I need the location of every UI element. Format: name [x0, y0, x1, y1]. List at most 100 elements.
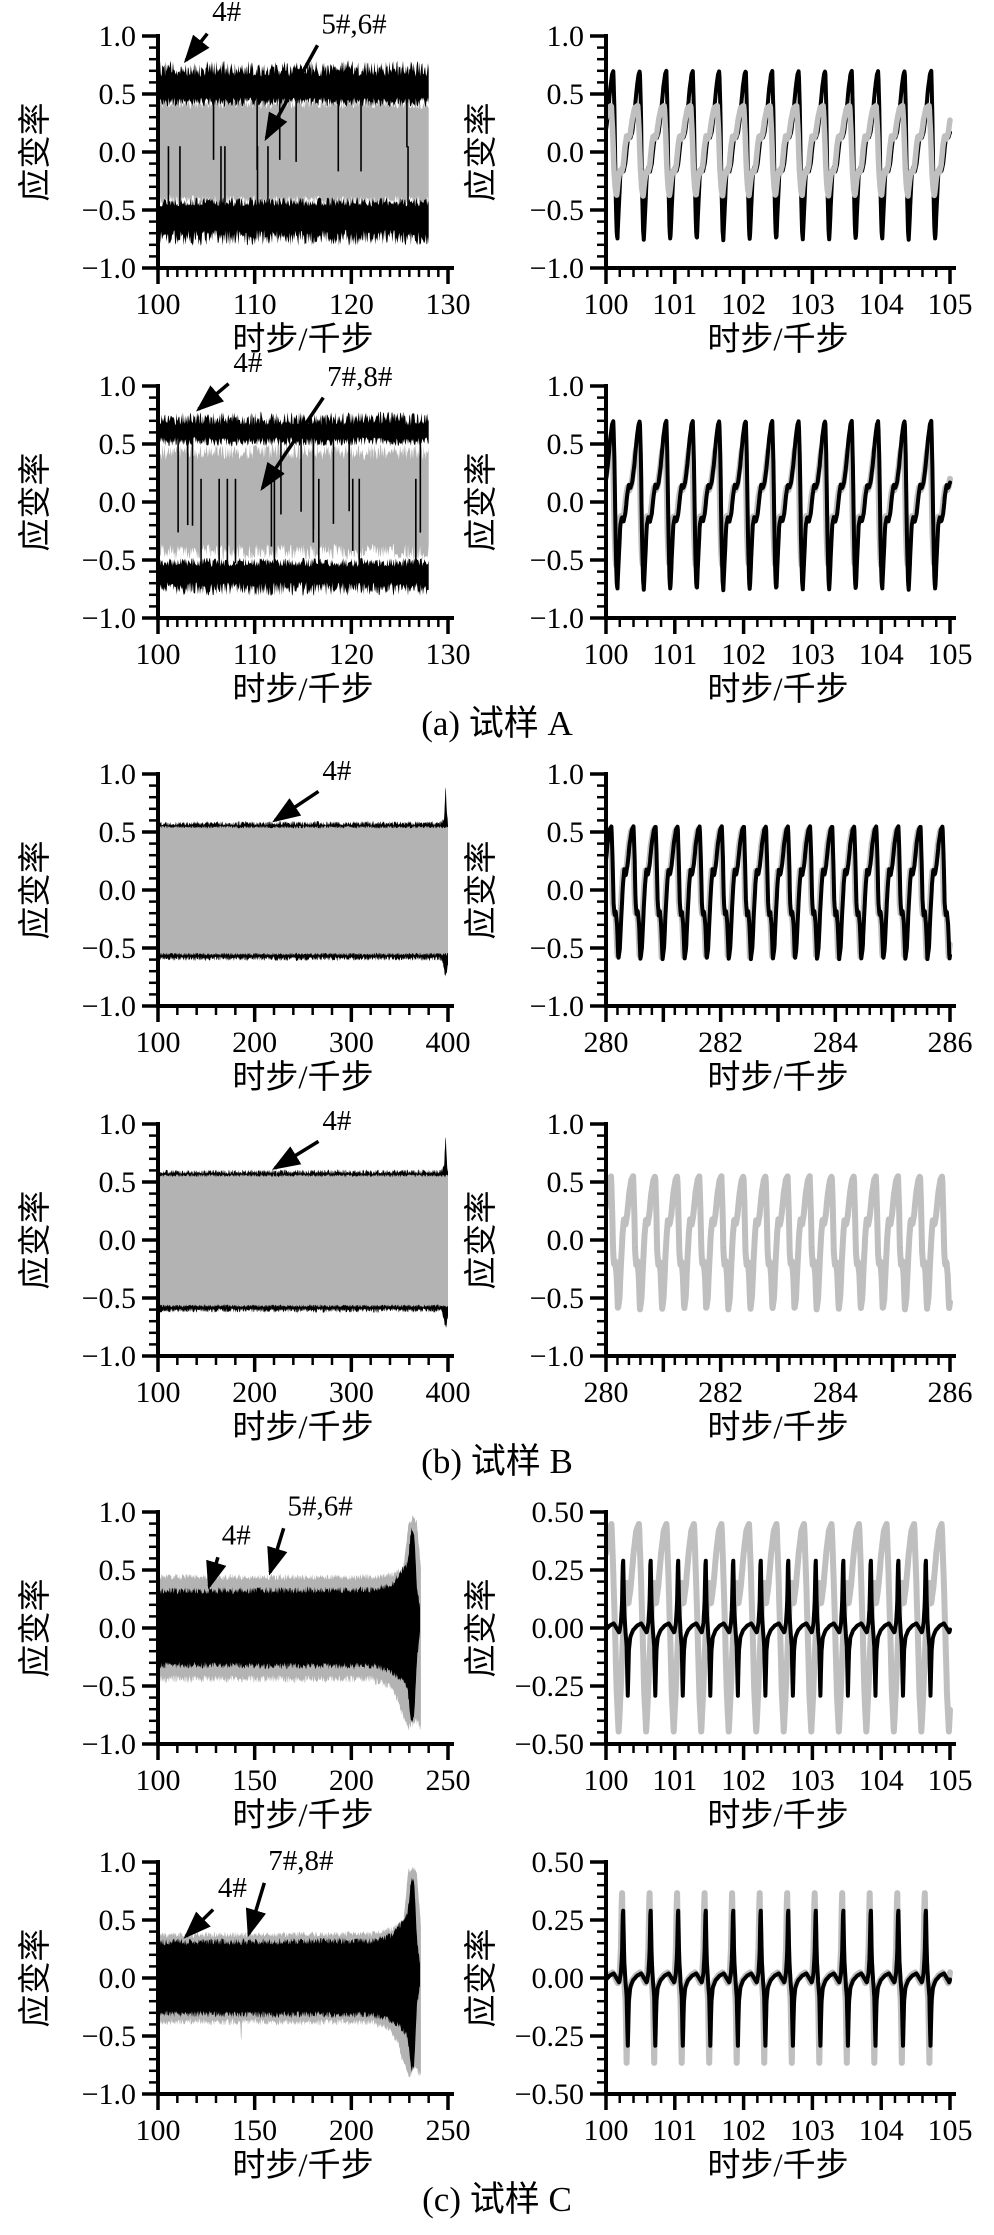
chart-c-overview-478: 100 150 200 250 1.0 0.5 0.0 −0.5 −1.0 时步/千步 应变率 4# 7… — [0, 1832, 480, 2184]
svg-text:250: 250 — [426, 1764, 471, 1797]
svg-text:284: 284 — [813, 1376, 858, 1409]
svg-text:−0.5: −0.5 — [82, 1670, 136, 1703]
svg-text:0.0: 0.0 — [99, 136, 137, 169]
chart-b-zoom-1: 280 282 284 286 1.0 0.5 0.0 −0.5 −1.0 时步/千步 应变率 — [463, 744, 994, 1096]
svg-text:−1.0: −1.0 — [530, 1340, 584, 1373]
svg-text:120: 120 — [329, 638, 374, 671]
chart-row: 100 200 300 400 1.0 0.5 0.0 −0.5 −1.0 时步/千步 应变率 4# … — [0, 744, 994, 1096]
svg-text:−0.5: −0.5 — [82, 2020, 136, 2053]
svg-text:100: 100 — [136, 1376, 181, 1409]
svg-text:0.0: 0.0 — [99, 1962, 137, 1995]
svg-text:200: 200 — [329, 2114, 374, 2147]
svg-text:5#,6#: 5#,6# — [321, 9, 386, 41]
chart-a-overview-478: 100 110 120 130 1.0 0.5 0.0 −0.5 −1.0 时步/千步 应变率 4# 7… — [0, 347, 480, 708]
svg-text:−1.0: −1.0 — [82, 1340, 136, 1373]
svg-text:0.5: 0.5 — [547, 428, 585, 461]
svg-text:1.0: 1.0 — [99, 758, 137, 791]
svg-text:105: 105 — [928, 1764, 973, 1797]
chart-row: 100 150 200 250 1.0 0.5 0.0 −0.5 −1.0 时步/千步 应变率 4# 7… — [0, 1832, 994, 2184]
svg-text:101: 101 — [652, 288, 697, 321]
svg-text:−0.5: −0.5 — [82, 194, 136, 227]
svg-text:102: 102 — [721, 288, 766, 321]
svg-text:应变率: 应变率 — [463, 841, 500, 940]
svg-text:120: 120 — [329, 288, 374, 321]
caption-sample-c: (c) 试样 C — [422, 2180, 572, 2219]
svg-text:−0.5: −0.5 — [82, 544, 136, 577]
svg-text:−0.5: −0.5 — [530, 932, 584, 965]
svg-text:4#: 4# — [212, 0, 241, 28]
svg-text:200: 200 — [329, 1764, 374, 1797]
svg-text:280: 280 — [584, 1376, 629, 1409]
chart-c-zoom-478: 100 101 102 103 104 105 0.50 0.25 0.00 −0.25 −0.50… — [463, 1832, 994, 2184]
svg-text:0.00: 0.00 — [532, 1612, 585, 1645]
svg-text:−1.0: −1.0 — [530, 602, 584, 635]
svg-text:0.0: 0.0 — [547, 136, 585, 169]
svg-text:104: 104 — [859, 2114, 904, 2147]
svg-text:−0.5: −0.5 — [530, 194, 584, 227]
svg-text:100: 100 — [584, 2114, 629, 2147]
svg-text:104: 104 — [859, 1764, 904, 1797]
svg-text:时步/千步: 时步/千步 — [232, 672, 373, 708]
svg-text:0.5: 0.5 — [547, 816, 585, 849]
svg-text:−0.50: −0.50 — [515, 1728, 584, 1761]
svg-text:−1.0: −1.0 — [530, 990, 584, 1023]
svg-text:0.0: 0.0 — [547, 486, 585, 519]
svg-text:1.0: 1.0 — [547, 1108, 585, 1141]
svg-text:101: 101 — [652, 638, 697, 671]
svg-text:−0.5: −0.5 — [82, 932, 136, 965]
svg-text:0.25: 0.25 — [532, 1554, 585, 1587]
svg-text:100: 100 — [136, 1026, 181, 1059]
svg-text:时步/千步: 时步/千步 — [232, 322, 373, 358]
svg-text:−0.25: −0.25 — [515, 1670, 584, 1703]
svg-text:102: 102 — [721, 638, 766, 671]
svg-text:时步/千步: 时步/千步 — [707, 1060, 848, 1096]
svg-text:应变率: 应变率 — [463, 103, 500, 202]
svg-text:0.5: 0.5 — [99, 428, 137, 461]
svg-text:103: 103 — [790, 638, 835, 671]
panel-sample-c: 100 150 200 250 1.0 0.5 0.0 −0.5 −1.0 时步/千步 应变率 4# 5… — [0, 1482, 994, 2220]
svg-text:1.0: 1.0 — [547, 758, 585, 791]
svg-text:1.0: 1.0 — [99, 1108, 137, 1141]
svg-text:103: 103 — [790, 288, 835, 321]
svg-text:时步/千步: 时步/千步 — [232, 1798, 373, 1834]
svg-text:1.0: 1.0 — [547, 20, 585, 53]
svg-text:0.0: 0.0 — [547, 1224, 585, 1257]
svg-text:102: 102 — [721, 1764, 766, 1797]
svg-text:150: 150 — [232, 2114, 277, 2147]
svg-text:0.5: 0.5 — [547, 1166, 585, 1199]
svg-text:0.0: 0.0 — [99, 486, 137, 519]
chart-a-zoom-456: 100 101 102 103 104 105 1.0 0.5 0.0 −0.5 −1.0 时步/千步… — [463, 6, 994, 358]
svg-text:105: 105 — [928, 638, 973, 671]
svg-text:0.5: 0.5 — [99, 1904, 137, 1937]
caption-sample-a: (a) 试样 A — [421, 704, 573, 743]
svg-text:时步/千步: 时步/千步 — [707, 1798, 848, 1834]
chart-b-overview-2: 100 200 300 400 1.0 0.5 0.0 −0.5 −1.0 时步/千步 应变率 4# — [0, 1094, 480, 1446]
svg-text:0.00: 0.00 — [532, 1962, 585, 1995]
svg-text:110: 110 — [233, 288, 277, 321]
svg-text:4#: 4# — [222, 1519, 251, 1551]
svg-text:0.5: 0.5 — [99, 1554, 137, 1587]
svg-text:0.0: 0.0 — [99, 874, 137, 907]
svg-text:−0.5: −0.5 — [530, 1282, 584, 1315]
svg-text:应变率: 应变率 — [463, 1191, 500, 1290]
chart-b-zoom-2: 280 282 284 286 1.0 0.5 0.0 −0.5 −1.0 时步/千步 应变率 — [463, 1094, 994, 1446]
svg-text:200: 200 — [232, 1026, 277, 1059]
svg-text:101: 101 — [652, 2114, 697, 2147]
svg-text:4#: 4# — [322, 755, 351, 787]
svg-text:应变率: 应变率 — [463, 453, 500, 552]
svg-text:−1.0: −1.0 — [82, 602, 136, 635]
svg-text:130: 130 — [426, 638, 471, 671]
svg-text:0.25: 0.25 — [532, 1904, 585, 1937]
svg-text:−1.0: −1.0 — [530, 252, 584, 285]
svg-text:300: 300 — [329, 1376, 374, 1409]
panel-sample-b: 100 200 300 400 1.0 0.5 0.0 −0.5 −1.0 时步/千步 应变率 4# … — [0, 744, 994, 1482]
svg-text:150: 150 — [232, 1764, 277, 1797]
chart-row: 100 200 300 400 1.0 0.5 0.0 −0.5 −1.0 时步/千步 应变率 4# … — [0, 1094, 994, 1446]
svg-text:−0.25: −0.25 — [515, 2020, 584, 2053]
svg-text:280: 280 — [584, 1026, 629, 1059]
svg-text:时步/千步: 时步/千步 — [707, 322, 848, 358]
svg-text:100: 100 — [584, 638, 629, 671]
chart-b-overview-1: 100 200 300 400 1.0 0.5 0.0 −0.5 −1.0 时步/千步 应变率 4# — [0, 744, 480, 1096]
svg-text:应变率: 应变率 — [17, 1191, 54, 1290]
